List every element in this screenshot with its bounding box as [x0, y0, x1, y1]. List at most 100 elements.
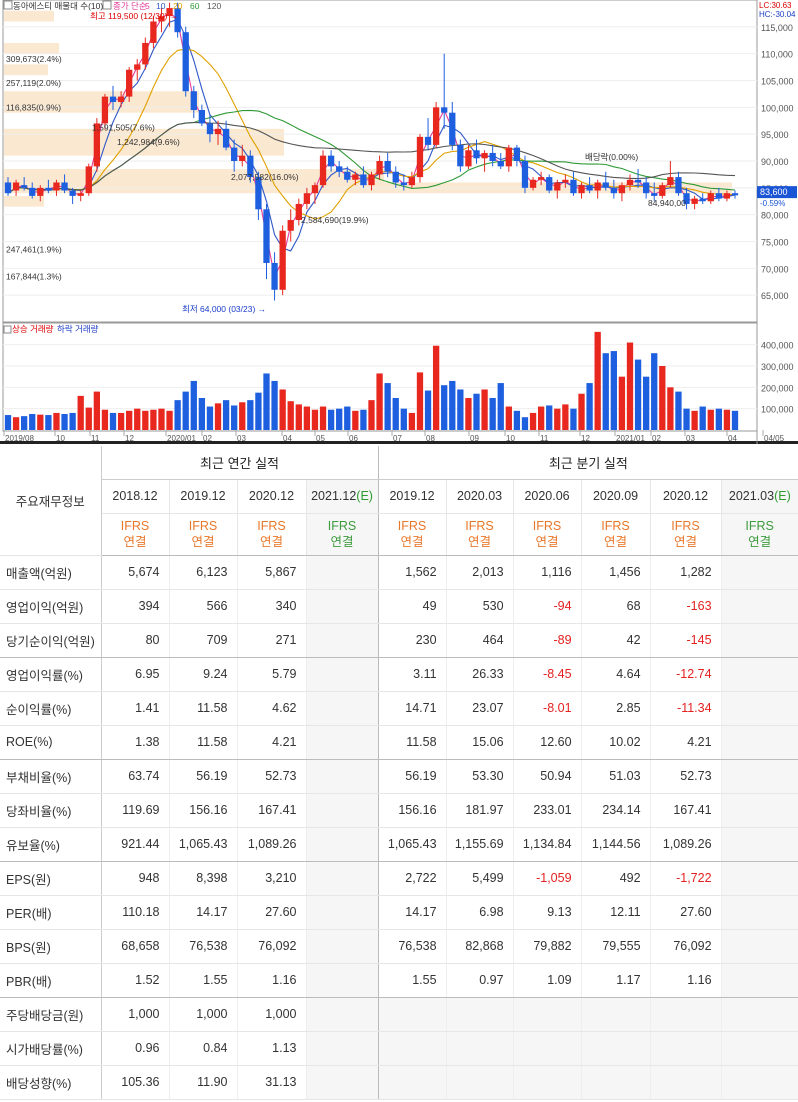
quarter-value: 26.33: [446, 657, 514, 692]
quarter-value: 14.17: [378, 895, 447, 930]
table-row: PER(배) 110.18 14.17 27.60 14.17 6.98 9.13 12.11…: [0, 895, 798, 930]
time-tick-label: 12: [581, 434, 590, 443]
quarter-value: -89: [513, 623, 582, 658]
quarter-value: 6.98: [446, 895, 514, 930]
annual-value: 4.62: [237, 691, 307, 726]
volume-bar: [449, 380, 456, 430]
volume-bar: [424, 390, 432, 430]
volume-bar: [255, 392, 262, 430]
quarter-value: 234.14: [581, 793, 651, 828]
quarter-value: -1,722: [650, 861, 722, 896]
time-tick-label: 06: [349, 434, 358, 443]
row-label: 배당성향(%): [0, 1065, 102, 1100]
quarter-value: 2.85: [581, 691, 651, 726]
row-label: 유보율(%): [0, 827, 102, 862]
annual-year-header: 2019.12: [169, 479, 238, 514]
estimate-year: 2021.12: [311, 489, 357, 503]
time-tick-label: 12: [125, 434, 134, 443]
annual-value: 68,658: [101, 929, 170, 964]
quarter-value: [721, 827, 798, 862]
stock-legend-label: 동아에스티 매물대 수(10): [13, 1, 103, 11]
annual-value: [306, 1031, 379, 1066]
candle-body: [4, 182, 12, 194]
annual-value: 1.13: [237, 1031, 307, 1066]
candle-body: [537, 177, 545, 180]
volume-tick-label: 200,000: [761, 383, 794, 393]
quarter-value: 15.06: [446, 725, 514, 760]
current-price-value: 83,600: [760, 187, 788, 197]
legend-checkbox: [3, 0, 13, 10]
ifrs-label: IFRS: [397, 519, 427, 533]
candle-body: [12, 182, 20, 191]
quarter-value: [581, 1031, 651, 1066]
candle-body: [578, 185, 585, 194]
candle-body: [392, 171, 399, 183]
volume-bar: [247, 400, 254, 430]
row-label: 시가배당률(%): [0, 1031, 102, 1066]
table-row: BPS(원) 68,658 76,538 76,092 76,538 82,868 79,8…: [0, 929, 798, 964]
volume-bar: [707, 409, 714, 430]
row-label: PBR(배): [0, 963, 102, 998]
volume-profile-label: 2,584,690(19.9%): [301, 215, 369, 225]
volume-bar: [731, 410, 739, 430]
candle-body: [231, 147, 238, 161]
quarter-value: [721, 861, 798, 896]
candlestick-chart[interactable]: 115,000 110,000 105,000 100,000 95,000 90,000…: [0, 0, 798, 444]
volume-bar: [400, 408, 407, 430]
candle-body: [586, 185, 593, 191]
annual-value: [306, 827, 379, 862]
annual-value: 0.96: [101, 1031, 170, 1066]
candle-body: [424, 136, 432, 145]
candle-body: [255, 177, 262, 210]
quarter-value: [650, 1031, 722, 1066]
annual-value: [306, 895, 379, 930]
quarter-year-header: 2020.09: [581, 479, 651, 514]
table-row: 매출액(억원) 5,674 6,123 5,867 1,562 2,013 1,116 1,4…: [0, 555, 798, 590]
volume-bar: [562, 404, 569, 430]
candle-body: [489, 152, 496, 161]
consolidated-label: 연결: [191, 535, 215, 549]
annual-year-header: 2018.12: [101, 479, 170, 514]
candle-body: [529, 179, 537, 188]
annual-value: [306, 759, 379, 794]
candle-body: [570, 179, 577, 194]
volume-bar: [554, 408, 561, 430]
volume-bar: [142, 410, 149, 430]
volume-bar: [126, 410, 133, 430]
candle-body: [287, 220, 294, 231]
volume-bar: [634, 359, 642, 430]
annual-value: [306, 861, 379, 896]
table-row: PBR(배) 1.52 1.55 1.16 1.55 0.97 1.09 1.17 1.16: [0, 963, 798, 998]
quarter-value: [446, 1065, 514, 1100]
volume-bar: [667, 387, 674, 430]
annual-value: 709: [169, 623, 238, 658]
quarter-value: 11.58: [378, 725, 447, 760]
volume-bar: [360, 409, 367, 430]
quarter-value: 233.01: [513, 793, 582, 828]
candle-body: [626, 179, 634, 186]
quarter-value: 27.60: [650, 895, 722, 930]
quarter-value: [721, 555, 798, 590]
table-row: 당기순이익(억원) 80 709 271 230 464 -89 42 -145: [0, 623, 798, 658]
candle-body: [562, 179, 569, 183]
volume-bar: [303, 406, 311, 430]
candle-body: [239, 155, 246, 161]
consolidated-label: 연결: [123, 535, 147, 549]
quarter-value: [513, 1031, 582, 1066]
row-label: ROE(%): [0, 725, 102, 760]
quarter-value: 51.03: [581, 759, 651, 794]
stock-chart-panel[interactable]: 115,000 110,000 105,000 100,000 95,000 90,000…: [0, 0, 798, 444]
candle-body: [691, 198, 698, 204]
ifrs-basis-label: IFRS 연결: [237, 513, 307, 556]
volume-bar: [537, 406, 545, 430]
candle-body: [126, 69, 133, 97]
quarter-value: [446, 1031, 514, 1066]
volume-bar: [497, 383, 504, 430]
ifrs-basis-label: IFRS 연결: [169, 513, 238, 556]
candle-body: [295, 203, 302, 221]
quarter-value: [378, 1031, 447, 1066]
candle-body: [497, 161, 504, 167]
annual-value: 31.13: [237, 1065, 307, 1100]
volume-bar: [699, 406, 706, 430]
candle-body: [279, 230, 286, 290]
